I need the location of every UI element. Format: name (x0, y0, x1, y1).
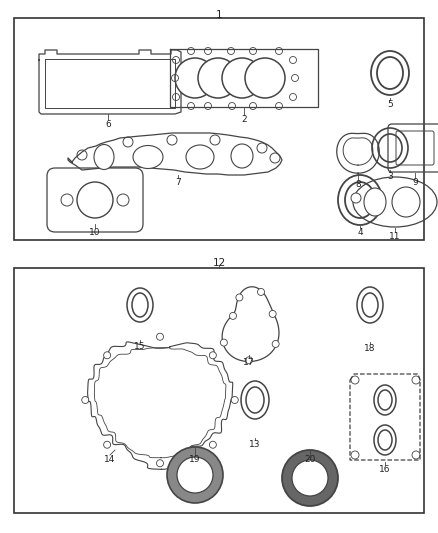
Text: 6: 6 (105, 120, 111, 129)
Circle shape (292, 460, 328, 496)
Text: 7: 7 (175, 178, 181, 187)
Text: 3: 3 (387, 172, 393, 181)
Text: 11: 11 (389, 232, 401, 241)
Circle shape (351, 193, 361, 203)
Circle shape (198, 58, 238, 98)
Text: 13: 13 (249, 440, 261, 449)
Circle shape (269, 310, 276, 318)
Text: 18: 18 (364, 344, 376, 353)
Circle shape (230, 312, 237, 319)
Text: 17: 17 (243, 358, 255, 367)
Circle shape (231, 397, 238, 403)
Circle shape (258, 288, 265, 295)
Text: 12: 12 (212, 258, 226, 268)
Text: 9: 9 (412, 178, 418, 187)
Circle shape (175, 58, 215, 98)
Circle shape (61, 194, 73, 206)
Circle shape (82, 397, 89, 403)
Circle shape (209, 352, 216, 359)
Ellipse shape (231, 144, 253, 168)
Text: 16: 16 (379, 465, 391, 474)
Circle shape (77, 182, 113, 218)
Circle shape (156, 333, 163, 340)
Text: 4: 4 (357, 228, 363, 237)
Ellipse shape (186, 145, 214, 169)
Text: 5: 5 (387, 100, 393, 109)
Circle shape (156, 460, 163, 467)
Circle shape (167, 447, 223, 503)
Circle shape (282, 450, 338, 506)
Text: 15: 15 (134, 342, 146, 351)
Circle shape (104, 441, 111, 448)
Circle shape (272, 341, 279, 348)
Circle shape (209, 441, 216, 448)
Circle shape (245, 58, 285, 98)
Circle shape (104, 352, 111, 359)
Text: 8: 8 (355, 180, 361, 189)
Circle shape (177, 457, 213, 493)
Ellipse shape (133, 146, 163, 168)
Text: 19: 19 (189, 455, 201, 464)
Text: 1: 1 (215, 10, 223, 20)
Text: 2: 2 (241, 115, 247, 124)
Bar (14, 18, 424, 240)
Ellipse shape (94, 144, 114, 169)
Circle shape (220, 339, 227, 346)
Circle shape (222, 58, 262, 98)
Circle shape (236, 294, 243, 301)
Text: 20: 20 (304, 455, 316, 464)
Ellipse shape (364, 188, 386, 216)
Text: 14: 14 (104, 455, 116, 464)
Circle shape (246, 357, 252, 364)
Ellipse shape (392, 187, 420, 217)
Circle shape (117, 194, 129, 206)
Bar (14, 268, 424, 513)
Text: 10: 10 (89, 228, 101, 237)
